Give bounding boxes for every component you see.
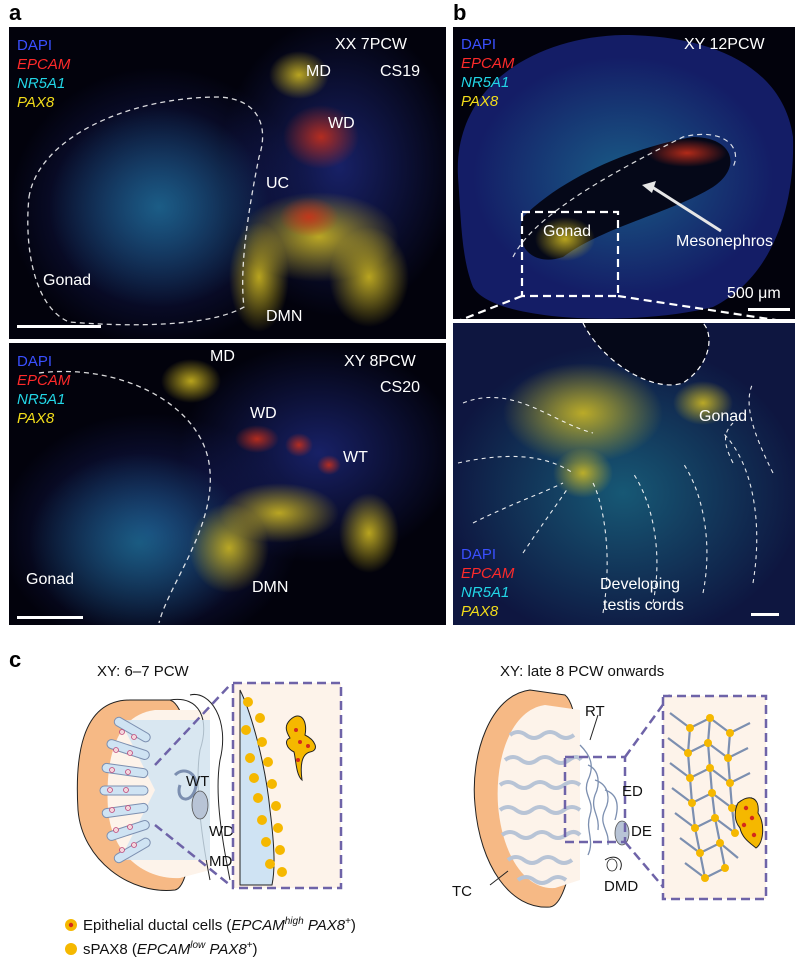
diagram-xy-late-8pcw xyxy=(473,689,672,908)
label-wd: WD xyxy=(250,405,277,422)
label-gonad: Gonad xyxy=(26,571,75,588)
zoom-box xyxy=(520,210,620,298)
legend-pax8: PAX8 xyxy=(461,603,499,620)
key-spax8-gene1: EPCAM xyxy=(136,941,191,958)
legend-nr5a1: NR5A1 xyxy=(461,74,510,91)
legend-dapi: DAPI xyxy=(17,37,53,54)
zoom-inset-left xyxy=(231,681,343,890)
label-mesonephros: Mesonephros xyxy=(676,233,773,250)
label-gonad: Gonad xyxy=(43,272,92,289)
key-spax8-gene2: PAX8 xyxy=(205,941,247,958)
micrograph-gonad-zoom: Gonad DAPI EPCAM NR5A1 PAX8 Developing t… xyxy=(453,323,795,625)
legend-nr5a1: NR5A1 xyxy=(461,584,510,601)
legend-pax8: PAX8 xyxy=(17,410,55,427)
legend-epcam: EPCAM xyxy=(17,372,71,389)
stage-label: XY 8PCW xyxy=(344,353,416,370)
label-tc: TC xyxy=(452,883,472,900)
stain-legend-a-top: DAPI EPCAM NR5A1 PAX8 xyxy=(17,36,70,112)
micrograph-xx-7pcw-art xyxy=(9,27,446,339)
stain-legend-a-bottom: DAPI EPCAM NR5A1 PAX8 xyxy=(17,352,70,428)
panel-letter-b: b xyxy=(453,0,467,25)
stain-legend-b-top: DAPI EPCAM NR5A1 PAX8 xyxy=(461,35,514,111)
micrograph-xy-12pcw-art xyxy=(457,35,794,319)
label-de: DE xyxy=(631,823,652,840)
label-dmn: DMN xyxy=(252,579,289,596)
key-spax8-sup1: low xyxy=(190,940,206,951)
label-rt: RT xyxy=(585,703,605,720)
key-spax8: sPAX8 (EPCAMlow PAX8+) xyxy=(83,940,258,958)
label-wd: WD xyxy=(209,823,234,840)
key-spax8-sup2: + xyxy=(246,940,253,951)
label-developing: Developing xyxy=(600,576,681,593)
scale-bar-label: 500 μm xyxy=(727,285,781,302)
legend-dapi: DAPI xyxy=(17,353,53,370)
diagram-xy-6-7pcw xyxy=(76,684,231,891)
key-epithelial-sup1: high xyxy=(284,916,304,927)
key-markers xyxy=(65,919,77,955)
label-md: MD xyxy=(210,348,235,365)
label-wt: WT xyxy=(343,449,368,466)
micrograph-xy-12pcw: DAPI EPCAM NR5A1 PAX8 XY 12PCW Gonad Mes… xyxy=(453,27,795,319)
label-ed: ED xyxy=(622,783,643,800)
scale-bar xyxy=(17,616,83,619)
micrograph-xy-8pcw-art xyxy=(9,343,446,625)
legend-epcam: EPCAM xyxy=(461,565,515,582)
stain-legend-b-bottom: DAPI EPCAM NR5A1 PAX8 xyxy=(461,545,514,621)
label-gonad: Gonad xyxy=(699,408,748,425)
key-epithelial: Epithelial ductal cells (EPCAMhigh PAX8+… xyxy=(83,916,356,934)
key-epithelial-gene2: PAX8 xyxy=(303,917,346,934)
legend-epcam: EPCAM xyxy=(461,55,515,72)
legend-dapi: DAPI xyxy=(461,36,497,53)
key-epithelial-prefix: Epithelial ductal cells ( xyxy=(83,917,232,934)
label-wd: WD xyxy=(328,115,355,132)
diagram-title-left: XY: 6–7 PCW xyxy=(97,663,189,680)
key-spax8-prefix: sPAX8 ( xyxy=(83,941,137,958)
key-spax8-suffix: ) xyxy=(252,941,258,958)
label-dmn: DMN xyxy=(266,308,303,325)
panel-letter-a: a xyxy=(9,0,22,25)
label-wt: WT xyxy=(186,773,210,790)
legend-pax8: PAX8 xyxy=(17,94,55,111)
arrow-shaft xyxy=(651,185,722,233)
legend-dapi: DAPI xyxy=(461,546,497,563)
stage-label: XX 7PCW xyxy=(335,36,408,53)
legend-nr5a1: NR5A1 xyxy=(17,75,66,92)
key-epithelial-gene1: EPCAM xyxy=(231,917,285,934)
key-epithelial-sup2: + xyxy=(345,916,351,927)
label-md: MD xyxy=(306,63,331,80)
label-md: MD xyxy=(209,853,233,870)
micrograph-xx-7pcw: DAPI EPCAM NR5A1 PAX8 XX 7PCW CS19 MD WD… xyxy=(9,27,446,339)
arrow-head xyxy=(642,181,656,193)
key-epithelial-suffix: ) xyxy=(350,917,356,934)
scale-bar xyxy=(751,613,779,616)
micrograph-gonad-zoom-art xyxy=(453,323,795,625)
label-gonad: Gonad xyxy=(543,223,592,240)
carnegie-stage-label: CS19 xyxy=(380,63,421,80)
legend-pax8: PAX8 xyxy=(461,93,499,110)
scale-bar xyxy=(748,308,790,311)
stage-label: XY 12PCW xyxy=(684,36,765,53)
label-uc: UC xyxy=(266,175,290,192)
zoom-inset-right xyxy=(661,694,768,901)
legend-epcam: EPCAM xyxy=(17,56,71,73)
zoom-connectors xyxy=(453,294,795,325)
scale-bar xyxy=(17,325,101,328)
diagram-title-right: XY: late 8 PCW onwards xyxy=(500,663,665,680)
label-dmd: DMD xyxy=(604,878,639,895)
spax8-marker xyxy=(65,943,77,955)
legend-nr5a1: NR5A1 xyxy=(17,391,66,408)
label-testis-cords: testis cords xyxy=(603,597,684,614)
carnegie-stage-label: CS20 xyxy=(380,379,421,396)
panel-letter-c: c xyxy=(9,647,22,672)
micrograph-xy-8pcw: DAPI EPCAM NR5A1 PAX8 XY 8PCW CS20 MD WD… xyxy=(9,343,446,625)
